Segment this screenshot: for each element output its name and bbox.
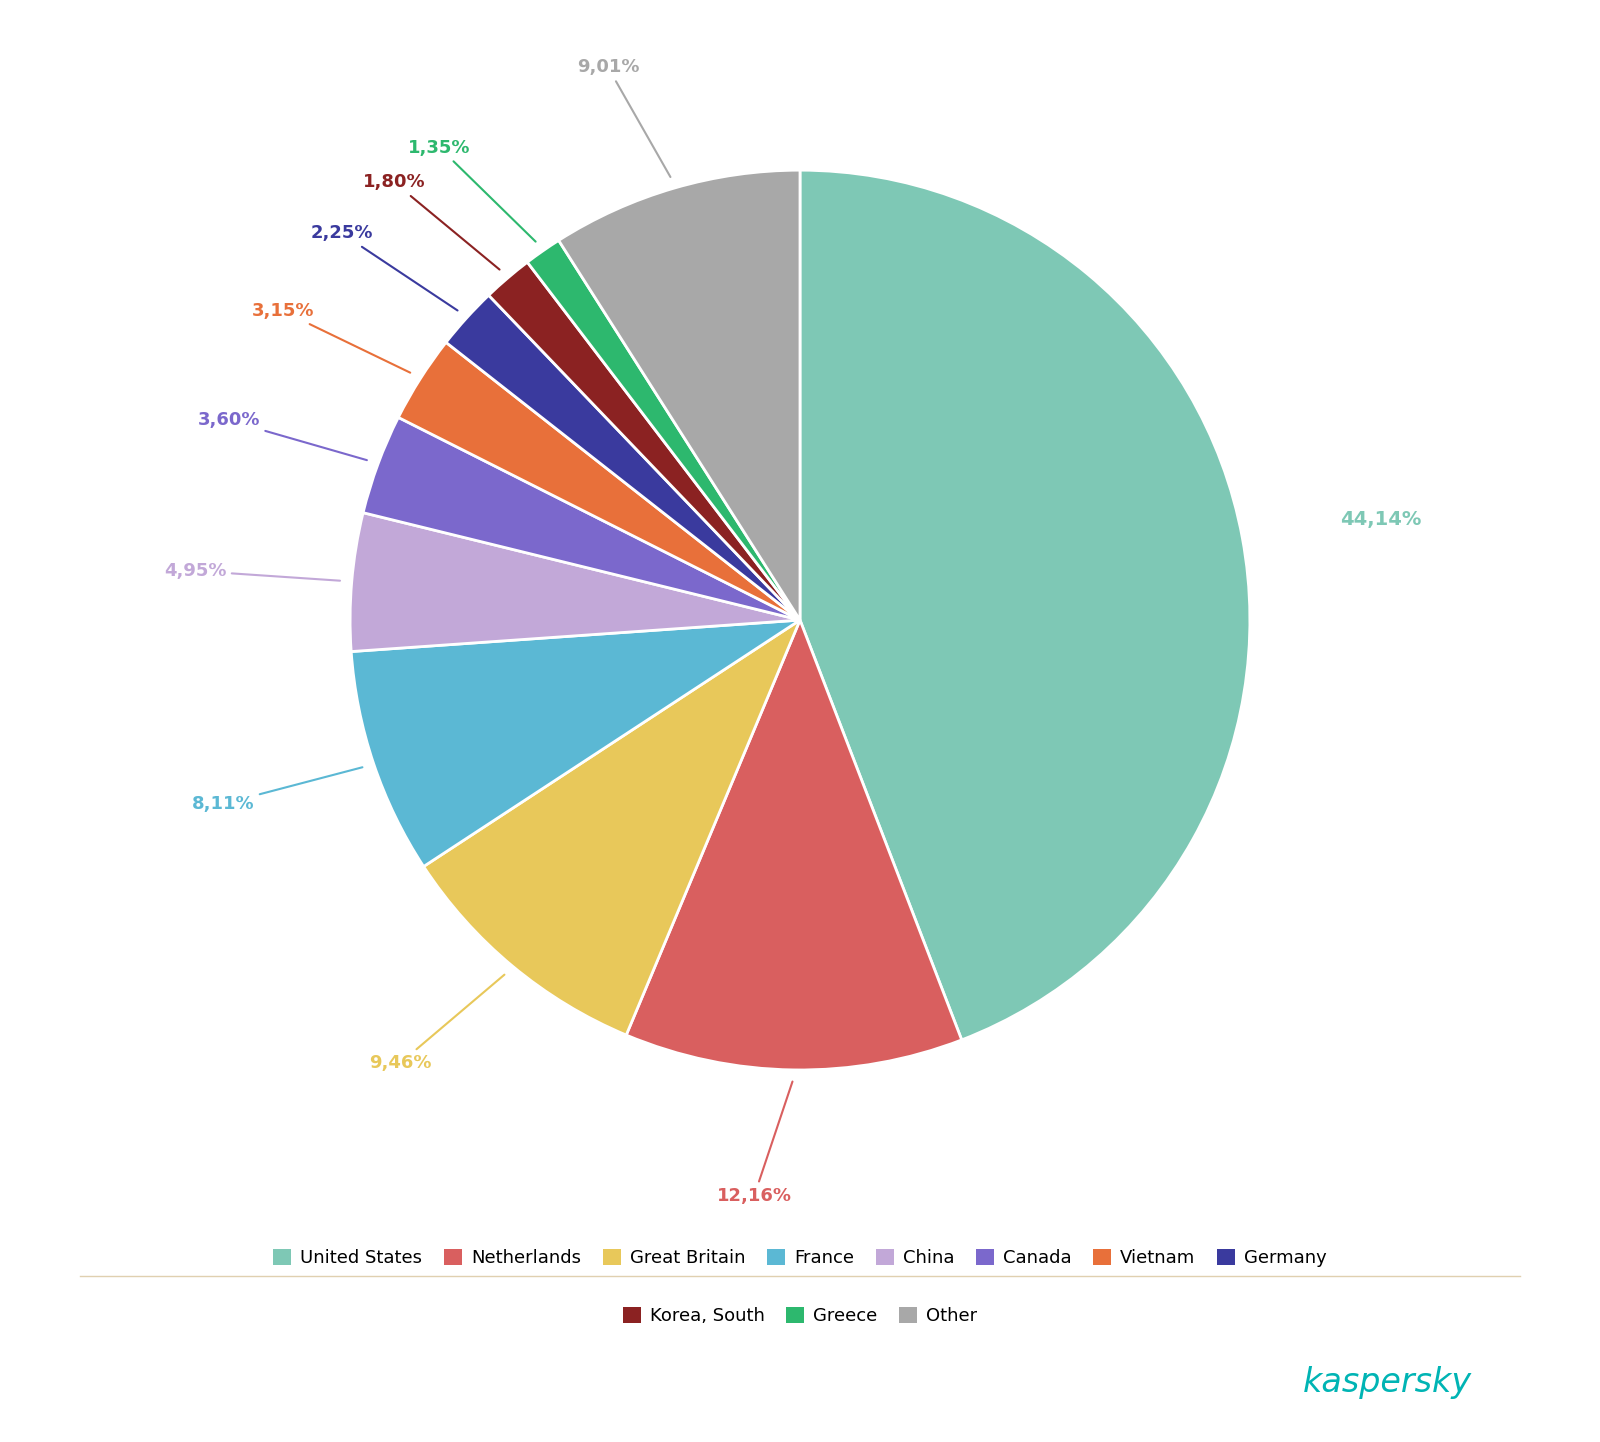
Text: 3,60%: 3,60% — [197, 411, 366, 460]
Legend: United States, Netherlands, Great Britain, France, China, Canada, Vietnam, Germa: United States, Netherlands, Great Britai… — [274, 1249, 1326, 1268]
Wedge shape — [446, 296, 800, 620]
Wedge shape — [800, 170, 1250, 1040]
Wedge shape — [398, 342, 800, 620]
Wedge shape — [626, 620, 962, 1070]
Wedge shape — [363, 417, 800, 620]
Text: 9,01%: 9,01% — [576, 58, 670, 177]
Text: 1,35%: 1,35% — [408, 138, 536, 242]
Wedge shape — [558, 170, 800, 620]
Wedge shape — [352, 620, 800, 867]
Text: 9,46%: 9,46% — [370, 975, 504, 1071]
Wedge shape — [488, 262, 800, 620]
Text: 12,16%: 12,16% — [717, 1082, 792, 1206]
Text: 3,15%: 3,15% — [251, 303, 410, 372]
Text: kaspersky: kaspersky — [1302, 1366, 1472, 1399]
Legend: Korea, South, Greece, Other: Korea, South, Greece, Other — [622, 1306, 978, 1325]
Wedge shape — [424, 620, 800, 1035]
Text: 2,25%: 2,25% — [310, 225, 458, 310]
Wedge shape — [528, 241, 800, 620]
Text: 4,95%: 4,95% — [163, 562, 339, 581]
Text: 8,11%: 8,11% — [192, 767, 363, 813]
Text: 1,80%: 1,80% — [363, 173, 499, 270]
Text: 44,14%: 44,14% — [1339, 510, 1421, 529]
Wedge shape — [350, 513, 800, 652]
